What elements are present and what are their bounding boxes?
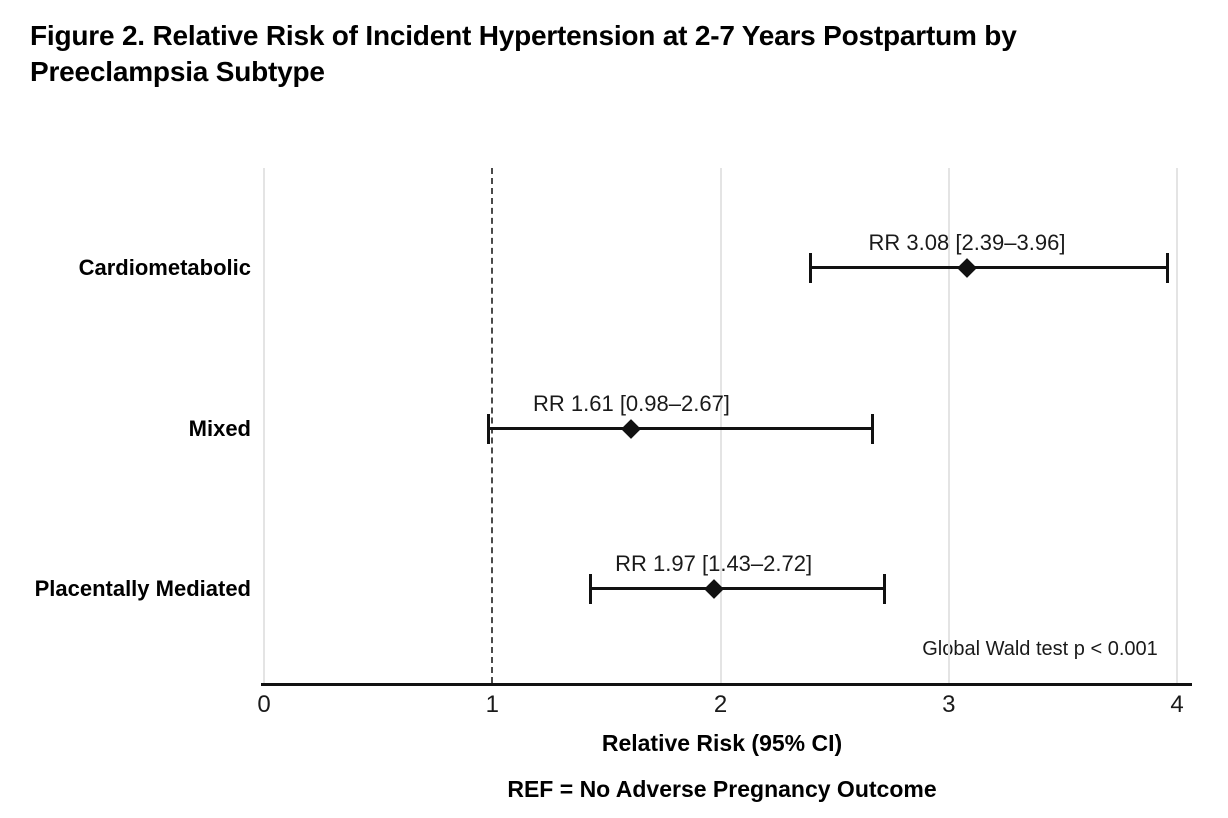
figure-title: Figure 2. Relative Risk of Incident Hype… — [30, 18, 1017, 90]
ci-cap-right — [871, 414, 875, 444]
ci-cap-left — [589, 574, 593, 604]
rr-annotation: RR 3.08 [2.39–3.96] — [868, 230, 1066, 255]
rr-annotation: RR 1.61 [0.98–2.67] — [533, 391, 730, 416]
x-axis-label: Relative Risk (95% CI) — [601, 730, 843, 756]
x-gridline — [1176, 168, 1178, 683]
rr-annotation: RR 1.97 [1.43–2.72] — [615, 551, 813, 576]
ci-whisker — [590, 587, 885, 590]
ci-cap-left — [486, 414, 490, 444]
ci-whisker — [809, 266, 1168, 269]
rr-diamond-marker — [957, 258, 977, 278]
row-label: Placentally Mediated — [34, 576, 251, 601]
reference-footnote: REF = No Adverse Pregnancy Outcome — [507, 776, 937, 802]
reference-line — [491, 168, 494, 683]
x-gridline — [947, 168, 950, 683]
row-label: Mixed — [188, 416, 251, 441]
ci-whisker — [487, 427, 874, 430]
figure-title-line-1: Figure 2. Relative Risk of Incident Hype… — [30, 20, 1017, 51]
rr-diamond-marker — [621, 419, 642, 439]
x-tick-label: 3 — [942, 691, 956, 718]
x-axis-line — [261, 683, 1192, 686]
ci-cap-left — [808, 253, 812, 283]
x-tick-label: 0 — [257, 691, 271, 718]
x-gridline — [719, 168, 722, 683]
x-tick-label: 4 — [1170, 691, 1184, 718]
x-tick-label: 2 — [713, 691, 728, 718]
ci-cap-right — [882, 574, 886, 604]
row-label: Cardiometabolic — [78, 255, 251, 280]
wald-test-note: Global Wald test p < 0.001 — [922, 638, 1158, 660]
x-tick-label: 1 — [485, 691, 499, 718]
figure-title-line-2: Preeclampsia Subtype — [30, 56, 325, 87]
x-gridline — [263, 168, 265, 683]
ci-cap-right — [1165, 253, 1169, 283]
